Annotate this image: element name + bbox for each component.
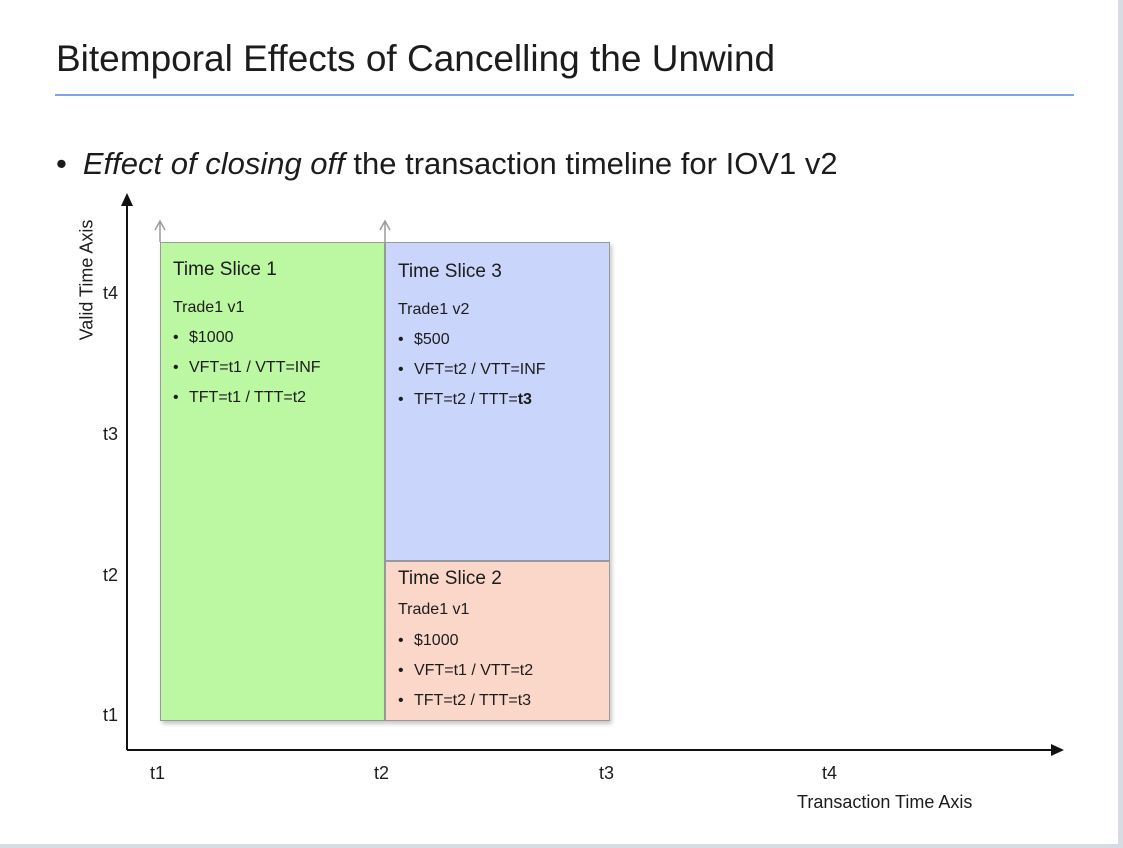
y-tick-label: t4 — [103, 283, 119, 303]
slide-frame-right — [1118, 0, 1123, 848]
slice-trade: Trade1 v1 — [398, 601, 470, 618]
slice-trade: Trade1 v2 — [398, 301, 470, 318]
bullet-dot: • — [56, 146, 67, 181]
slice-detail-item: TFT=t1 / TTT=t2 — [173, 383, 321, 413]
y-tick-label: t1 — [103, 705, 119, 725]
timeline-t1-arrow-head — [154, 219, 166, 231]
slice-detail-text: TFT=t2 / TTT= — [414, 391, 518, 408]
slice-details: $1000 VFT=t1 / VTT=INF TFT=t1 / TTT=t2 — [173, 323, 321, 413]
slice-title: Time Slice 3 — [398, 261, 502, 282]
y-axis-label: Valid Time Axis — [76, 219, 97, 341]
slice-detail-item: $500 — [398, 325, 546, 355]
bullet-text: the transaction timeline for IOV1 v2 — [344, 146, 838, 181]
slice-detail-item: VFT=t1 / VTT=t2 — [398, 656, 533, 686]
slice-detail-item: VFT=t2 / VTT=INF — [398, 355, 546, 385]
y-axis-arrowhead — [121, 193, 133, 206]
slice-title: Time Slice 1 — [173, 259, 277, 280]
x-tick-label: t3 — [599, 763, 615, 783]
slice-detail-bold: t3 — [517, 391, 532, 408]
time-slice-2: Time Slice 2 Trade1 v1 $1000 VFT=t1 / VT… — [385, 561, 610, 721]
slice-detail-item: $1000 — [173, 323, 321, 353]
slice-details: $500 VFT=t2 / VTT=INF TFT=t2 / TTT=t3 — [398, 325, 546, 415]
timeline-t2-arrow-head — [379, 219, 391, 231]
slice-detail-item: $1000 — [398, 626, 533, 656]
slide-title: Bitemporal Effects of Cancelling the Unw… — [56, 38, 776, 79]
bullet-emphasis: Effect of closing off — [82, 146, 345, 181]
y-tick-label: t2 — [103, 565, 119, 585]
slice-trade: Trade1 v1 — [173, 299, 245, 316]
slice-details: $1000 VFT=t1 / VTT=t2 TFT=t2 / TTT=t3 — [398, 626, 533, 716]
x-tick-label: t4 — [822, 763, 838, 783]
slice-title: Time Slice 2 — [398, 568, 502, 589]
slice-detail-item: VFT=t1 / VTT=INF — [173, 353, 321, 383]
title-underline — [55, 94, 1074, 96]
bullet-point: • Effect of closing off the transaction t… — [56, 146, 838, 182]
slide-frame-bottom — [0, 844, 1123, 848]
time-slice-1: Time Slice 1 Trade1 v1 $1000 VFT=t1 / VT… — [160, 242, 385, 721]
x-axis-arrowhead — [1051, 744, 1064, 756]
slice-detail-item: TFT=t2 / TTT=t3 — [398, 686, 533, 716]
x-tick-label: t1 — [150, 763, 166, 783]
x-axis-label: Transaction Time Axis — [797, 792, 973, 812]
x-tick-label: t2 — [374, 763, 390, 783]
time-slice-3: Time Slice 3 Trade1 v2 $500 VFT=t2 / VTT… — [385, 242, 610, 561]
slice-detail-item: TFT=t2 / TTT=t3 — [398, 385, 546, 415]
y-tick-label: t3 — [103, 424, 119, 444]
